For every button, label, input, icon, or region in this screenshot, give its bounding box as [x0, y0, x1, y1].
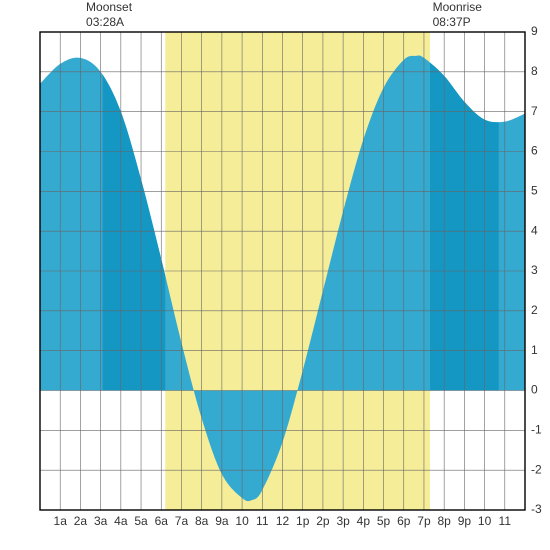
y-tick-label: -1 [531, 423, 542, 437]
moonrise-time: 08:37P [433, 15, 482, 30]
y-tick-label: 8 [531, 64, 538, 78]
x-tick-label: 10 [478, 514, 492, 528]
y-tick-label: 1 [531, 343, 538, 357]
x-tick-label: 3a [94, 514, 108, 528]
moonset-title: Moonset [86, 0, 132, 15]
x-tick-label: 5a [134, 514, 148, 528]
y-tick-label: 0 [531, 383, 538, 397]
y-tick-label: -2 [531, 462, 542, 476]
y-tick-label: 4 [531, 223, 538, 237]
x-tick-label: 10 [235, 514, 249, 528]
x-tick-label: 1a [54, 514, 68, 528]
moonrise-annotation: Moonrise 08:37P [433, 0, 482, 30]
x-tick-label: 6a [155, 514, 169, 528]
moonrise-title: Moonrise [433, 0, 482, 15]
x-tick-label: 2a [74, 514, 88, 528]
y-tick-label: -3 [531, 502, 542, 516]
x-tick-label: 1p [296, 514, 310, 528]
x-tick-label: 11 [499, 514, 512, 528]
moonset-time: 03:28A [86, 15, 132, 30]
x-tick-label: 9p [458, 514, 472, 528]
tide-chart: Moonset 03:28A Moonrise 08:37P -3-2-1012… [0, 0, 550, 550]
y-tick-label: 6 [531, 144, 538, 158]
y-tick-label: 2 [531, 303, 538, 317]
chart-svg: -3-2-10123456789 1a2a3a4a5a6a7a8a9a10111… [0, 0, 550, 550]
y-tick-label: 5 [531, 184, 538, 198]
y-axis-labels: -3 -2 -1 0 1 2 3 4 5 6 7 8 9 [531, 24, 542, 516]
x-tick-label: 2p [316, 514, 330, 528]
x-tick-label: 7p [417, 514, 431, 528]
x-tick-label: 11 [256, 514, 269, 528]
x-tick-label: 12 [276, 514, 290, 528]
x-tick-label: 8p [437, 514, 451, 528]
x-tick-label: 4p [357, 514, 371, 528]
x-tick-label: 5p [377, 514, 391, 528]
x-tick-label: 9a [215, 514, 229, 528]
y-tick-label: 9 [531, 24, 538, 38]
x-axis-labels: 1a 2a 3a 4a 5a 6a 7a 8a 9a 10 11 12 1p 2p 3p 4p 5p 6p 7p 8p… [54, 514, 512, 528]
y-tick-label: 7 [531, 104, 538, 118]
x-tick-label: 6p [397, 514, 411, 528]
moonset-annotation: Moonset 03:28A [86, 0, 132, 30]
x-tick-label: 4a [114, 514, 128, 528]
y-tick-label: 3 [531, 263, 538, 277]
x-tick-label: 8a [195, 514, 209, 528]
x-tick-label: 3p [336, 514, 350, 528]
x-tick-label: 7a [175, 514, 189, 528]
